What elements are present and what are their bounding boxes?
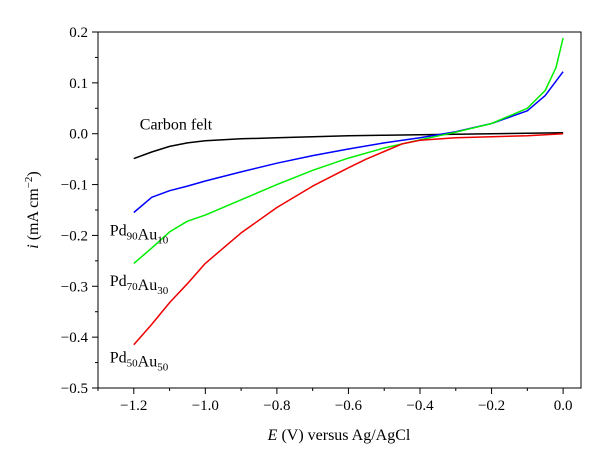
y-axis-label: i (mA cm−2) <box>23 171 42 249</box>
x-tick-label: −1.0 <box>192 398 219 414</box>
y-tick-label: 0.2 <box>69 25 88 41</box>
series-line-pd50au50 <box>133 132 564 346</box>
series-line-pd70au30 <box>133 37 564 264</box>
axis-ticks: −1.2 −1.0 −0.8 −0.6 −0.4 −0.2 0.0 −0.5 −0.4 −0.3 −… <box>61 25 573 414</box>
x-tick-label: 0.0 <box>554 398 573 414</box>
x-tick-label: −0.8 <box>263 398 290 414</box>
y-tick-label: 0.0 <box>69 127 88 143</box>
y-tick-label: −0.3 <box>61 279 88 295</box>
series-annotation: Pd50Au50 <box>110 349 169 373</box>
y-tick-label: 0.1 <box>69 76 88 92</box>
x-tick-label: −0.6 <box>335 398 363 414</box>
series-group <box>133 37 564 346</box>
series-line-carbon-felt <box>133 131 564 160</box>
y-tick-label: −0.4 <box>61 330 89 346</box>
series-annotation: Carbon felt <box>140 117 213 134</box>
x-axis-label: E (V) versus Ag/AgCl <box>267 427 411 444</box>
y-tick-label: −0.5 <box>61 381 88 397</box>
series-annotation: Pd70Au30 <box>110 273 169 297</box>
x-tick-label: −0.4 <box>406 398 434 414</box>
y-tick-label: −0.1 <box>61 178 88 194</box>
series-line-pd90au10 <box>133 71 564 214</box>
x-tick-label: −0.2 <box>478 398 505 414</box>
annotation-group: Carbon felt Pd90Au10 Pd70Au30 Pd50Au50 <box>110 117 213 374</box>
series-annotation: Pd90Au10 <box>110 222 169 246</box>
x-tick-label: −1.2 <box>120 398 147 414</box>
y-tick-label: −0.2 <box>61 228 88 244</box>
plot-frame <box>97 31 582 389</box>
